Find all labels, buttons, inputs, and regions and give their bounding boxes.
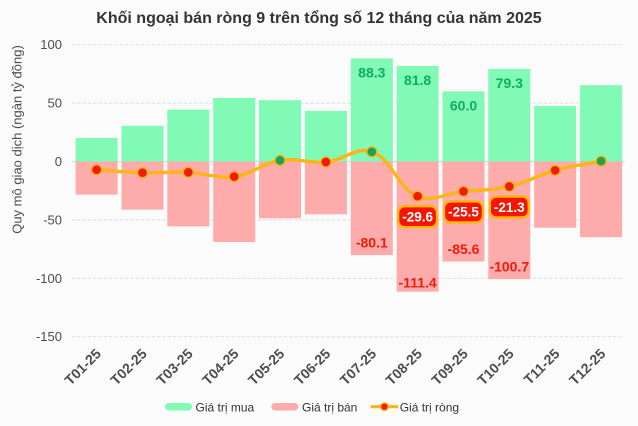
svg-text:88.3: 88.3 <box>358 64 385 80</box>
svg-text:50: 50 <box>48 96 62 111</box>
svg-text:-100.7: -100.7 <box>489 259 529 275</box>
svg-text:Giá trị ròng: Giá trị ròng <box>400 401 459 415</box>
svg-text:Quy mô giao dịch (ngàn tỷ đồng: Quy mô giao dịch (ngàn tỷ đồng) <box>10 45 25 234</box>
svg-text:-29.6: -29.6 <box>402 210 433 225</box>
svg-text:-50: -50 <box>43 212 62 227</box>
svg-text:79.3: 79.3 <box>496 75 523 91</box>
svg-text:-111.4: -111.4 <box>399 275 437 291</box>
svg-text:0: 0 <box>55 154 62 169</box>
svg-text:-100: -100 <box>36 271 62 286</box>
svg-text:-80.1: -80.1 <box>356 235 388 251</box>
svg-text:Khối ngoại bán ròng 9 trên tổn: Khối ngoại bán ròng 9 trên tổng số 12 th… <box>96 9 542 27</box>
svg-text:-85.6: -85.6 <box>448 241 480 257</box>
svg-text:81.8: 81.8 <box>404 72 431 88</box>
svg-text:-150: -150 <box>36 329 62 344</box>
svg-text:100: 100 <box>40 37 62 52</box>
svg-text:-21.3: -21.3 <box>494 200 525 215</box>
svg-text:Giá trị bán: Giá trị bán <box>302 401 357 415</box>
svg-text:60.0: 60.0 <box>450 97 477 113</box>
svg-text:-25.5: -25.5 <box>448 205 479 220</box>
svg-text:Giá trị mua: Giá trị mua <box>196 401 255 415</box>
